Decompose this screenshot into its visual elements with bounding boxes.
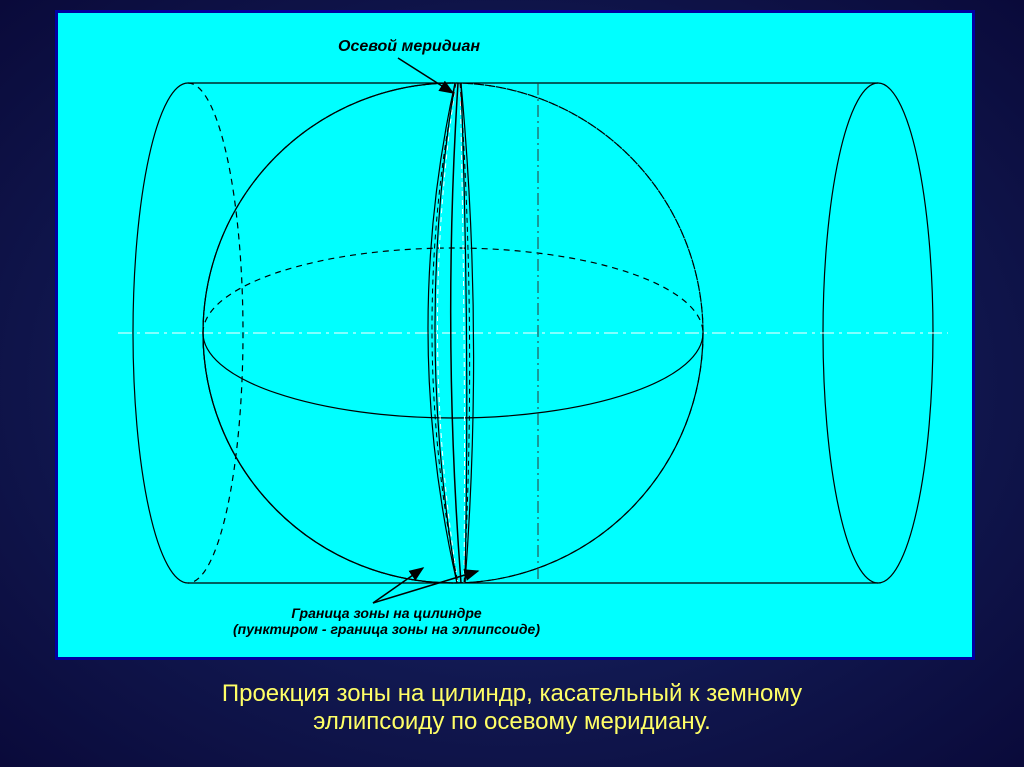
label-axial-meridian: Осевой меридиан <box>338 38 480 56</box>
diagram-svg <box>58 13 978 663</box>
caption-line2: эллипсоиду по осевому меридиану. <box>313 708 711 735</box>
slide-root: Осевой меридиан Граница зоны на цилиндре… <box>0 0 1024 767</box>
caption-line1: Проекция зоны на цилиндр, касательный к … <box>222 680 802 707</box>
diagram-panel: Осевой меридиан Граница зоны на цилиндре… <box>55 10 975 660</box>
slide-caption: Проекция зоны на цилиндр, касательный к … <box>0 680 1024 736</box>
label-zone-boundary-line2: (пунктиром - граница зоны на эллипсоиде) <box>233 621 540 637</box>
label-zone-boundary-line1: Граница зоны на цилиндре <box>291 605 481 621</box>
label-zone-boundary: Граница зоны на цилиндре (пунктиром - гр… <box>233 605 540 637</box>
